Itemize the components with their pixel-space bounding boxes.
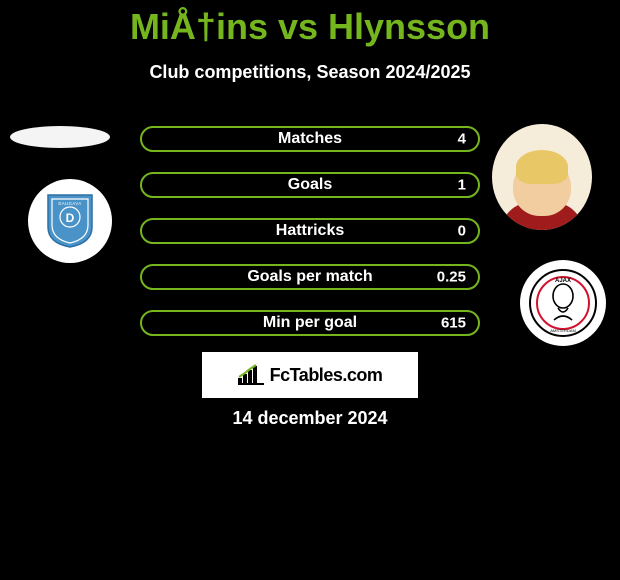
stat-label: Min per goal — [263, 314, 357, 332]
fctables-branding[interactable]: FcTables.com — [202, 352, 418, 398]
stat-value: 0.25 — [437, 269, 466, 286]
stat-label: Goals — [288, 176, 332, 194]
right-player-avatar — [492, 124, 592, 230]
stat-value: 0 — [458, 223, 466, 240]
svg-text:AMSTERDAM: AMSTERDAM — [550, 328, 576, 333]
left-club-badge: D DAUGAVA — [28, 179, 112, 263]
right-club-badge: AJAX AMSTERDAM — [520, 260, 606, 346]
stat-row-hattricks: Hattricks 0 — [140, 218, 480, 244]
stat-label: Matches — [278, 130, 342, 148]
stats-area: Matches 4 Goals 1 Hattricks 0 Goals per … — [140, 126, 480, 356]
player-hair-shape — [516, 150, 568, 184]
date-text: 14 december 2024 — [0, 408, 620, 429]
bar-chart-icon — [238, 364, 264, 386]
fctables-label: FcTables.com — [270, 365, 383, 386]
stat-label: Goals per match — [247, 268, 372, 286]
stat-row-min-per-goal: Min per goal 615 — [140, 310, 480, 336]
page-title: MiÅ†ins vs Hlynsson — [0, 0, 620, 48]
stat-value: 615 — [441, 315, 466, 332]
stat-value: 4 — [458, 131, 466, 148]
svg-text:DAUGAVA: DAUGAVA — [58, 201, 81, 206]
ajax-crest-icon: AJAX AMSTERDAM — [528, 268, 598, 338]
svg-text:AJAX: AJAX — [555, 278, 571, 284]
left-player-avatar — [10, 126, 110, 148]
svg-text:D: D — [66, 211, 75, 225]
daugava-shield-icon: D DAUGAVA — [46, 193, 94, 249]
stat-value: 1 — [458, 177, 466, 194]
stat-row-goals: Goals 1 — [140, 172, 480, 198]
page-subtitle: Club competitions, Season 2024/2025 — [0, 62, 620, 83]
stat-label: Hattricks — [276, 222, 344, 240]
stat-row-matches: Matches 4 — [140, 126, 480, 152]
stat-row-goals-per-match: Goals per match 0.25 — [140, 264, 480, 290]
player-head-shape — [513, 158, 571, 216]
